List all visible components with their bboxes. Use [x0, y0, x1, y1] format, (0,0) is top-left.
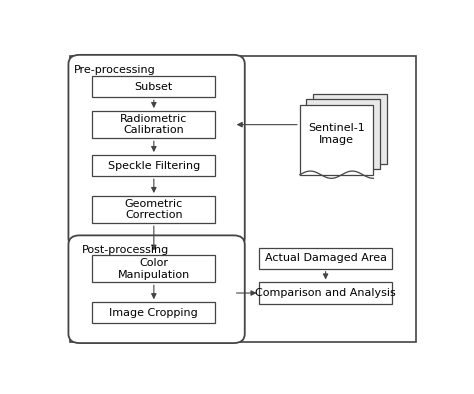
- Text: Radiometric
Calibration: Radiometric Calibration: [120, 114, 188, 136]
- Text: Subset: Subset: [135, 82, 173, 92]
- FancyBboxPatch shape: [68, 235, 245, 343]
- FancyBboxPatch shape: [300, 105, 374, 175]
- Text: Sentinel-1
Image: Sentinel-1 Image: [308, 123, 365, 145]
- FancyBboxPatch shape: [92, 302, 215, 323]
- FancyBboxPatch shape: [259, 247, 392, 269]
- FancyBboxPatch shape: [307, 99, 380, 169]
- Text: Post-processing: Post-processing: [82, 245, 169, 255]
- Text: Geometric
Correction: Geometric Correction: [125, 199, 183, 220]
- FancyBboxPatch shape: [92, 155, 215, 176]
- FancyBboxPatch shape: [92, 196, 215, 223]
- FancyBboxPatch shape: [313, 94, 387, 164]
- Text: Speckle Filtering: Speckle Filtering: [108, 161, 200, 171]
- FancyBboxPatch shape: [70, 56, 416, 342]
- FancyBboxPatch shape: [92, 76, 215, 97]
- FancyBboxPatch shape: [92, 111, 215, 138]
- Text: Color
Manipulation: Color Manipulation: [118, 258, 190, 280]
- Text: Actual Damaged Area: Actual Damaged Area: [264, 253, 387, 263]
- FancyBboxPatch shape: [92, 255, 215, 282]
- FancyBboxPatch shape: [68, 55, 245, 247]
- Text: Comparison and Analysis: Comparison and Analysis: [255, 288, 396, 298]
- Text: Pre-processing: Pre-processing: [73, 65, 155, 75]
- Text: Image Cropping: Image Cropping: [109, 308, 198, 318]
- FancyBboxPatch shape: [259, 282, 392, 304]
